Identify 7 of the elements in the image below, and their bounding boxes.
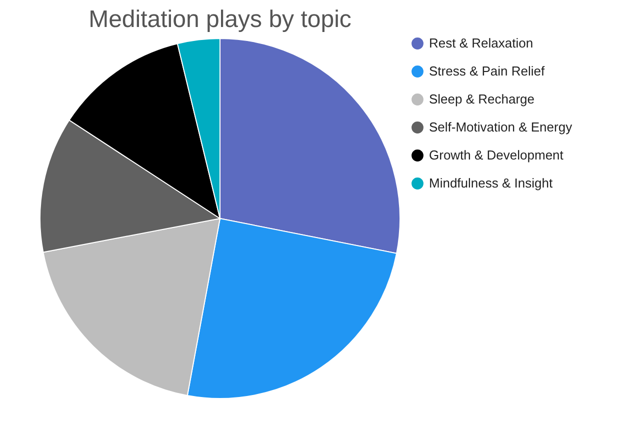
- legend-label: Mindfulness & Insight: [429, 176, 553, 190]
- chart-title: Meditation plays by topic: [88, 6, 352, 33]
- legend-label: Stress & Pain Relief: [429, 64, 545, 78]
- legend-label: Sleep & Recharge: [429, 92, 535, 106]
- legend-label: Rest & Relaxation: [429, 36, 534, 50]
- legend-label: Growth & Development: [429, 148, 564, 162]
- legend-label: Self-Motivation & Energy: [429, 120, 573, 134]
